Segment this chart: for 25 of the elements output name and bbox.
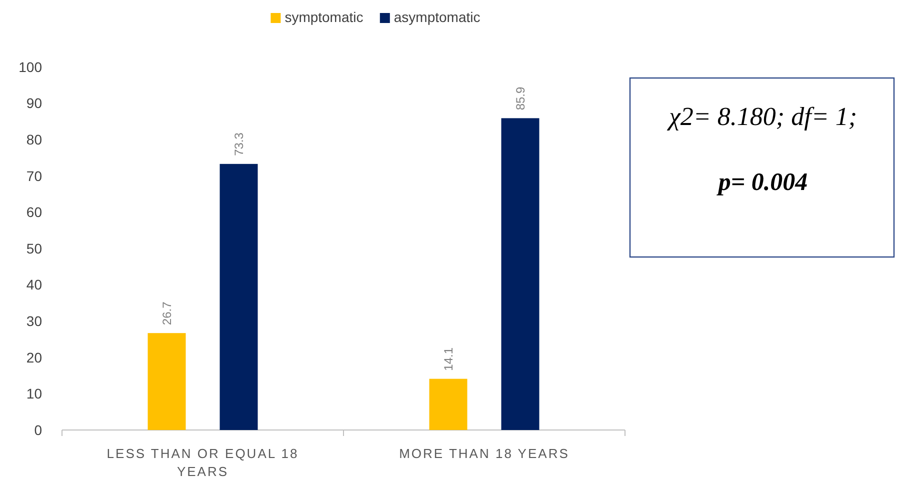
y-tick-label: 0: [34, 422, 42, 438]
data-label: 14.1: [441, 347, 456, 371]
y-tick-label: 50: [26, 240, 42, 256]
bar: [501, 118, 540, 430]
y-tick-label: 70: [26, 168, 42, 184]
y-tick-label: 90: [26, 95, 42, 112]
x-tick-label: MORE THAN 18 YEARS: [399, 446, 570, 461]
text: p= 0.004: [716, 169, 808, 196]
data-label: 85.9: [513, 86, 528, 110]
y-tick-label: 10: [26, 386, 42, 402]
y-tick-label: 20: [26, 349, 42, 366]
text: χ2= 8.180; df= 1;: [666, 102, 858, 131]
y-tick-label: 30: [26, 313, 42, 329]
bar: [429, 378, 468, 430]
data-label: 73.3: [232, 132, 246, 156]
x-tick-label: LESS THAN OR EQUAL 18 YEARS: [106, 446, 299, 479]
data-label: 26.7: [160, 301, 174, 326]
legend-label: asymptomatic: [394, 9, 480, 25]
y-tick-label: 40: [26, 276, 42, 293]
y-tick-label: 100: [18, 58, 42, 75]
y-tick-label: 60: [26, 204, 42, 220]
y-tick-label: 80: [26, 132, 42, 148]
legend-label: symptomatic: [284, 9, 364, 25]
bar: [220, 164, 258, 430]
bar: [148, 333, 186, 430]
